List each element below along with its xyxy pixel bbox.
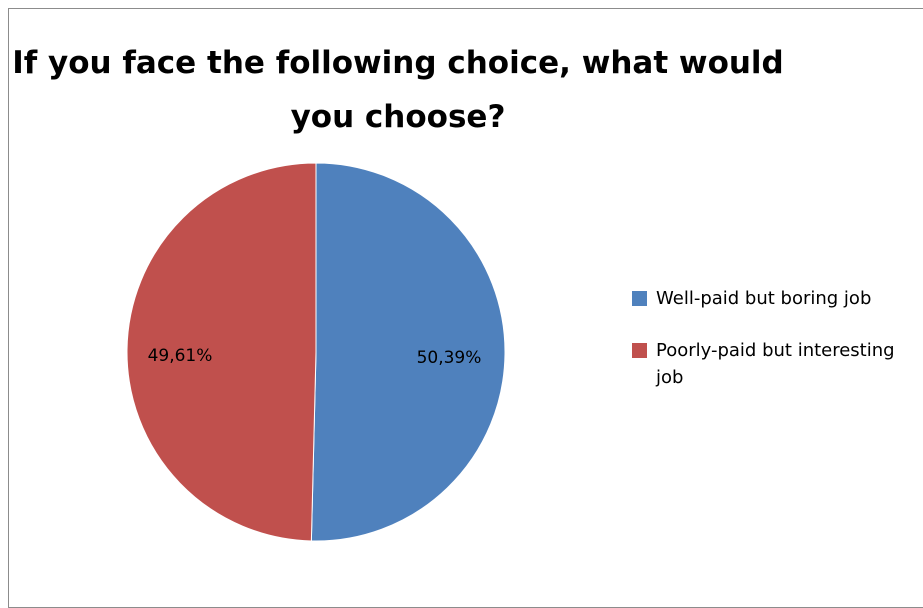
legend-item-well-paid: Well-paid but boring job	[632, 285, 922, 312]
legend: Well-paid but boring job Poorly-paid but…	[632, 285, 922, 391]
pie-slice-poorly-paid	[126, 162, 317, 542]
legend-label-poorly-paid: Poorly-paid but interesting job	[656, 340, 895, 388]
legend-swatch-poorly-paid	[632, 343, 647, 358]
data-label-poorly-paid: 49,61%	[148, 346, 213, 366]
legend-item-poorly-paid: Poorly-paid but interesting job	[632, 337, 922, 391]
chart-title: If you face the following choice, what w…	[12, 45, 784, 135]
legend-label-well-paid: Well-paid but boring job	[656, 288, 872, 309]
data-label-well-paid: 50,39%	[417, 348, 482, 368]
pie-slice-well-paid	[310, 162, 506, 542]
legend-swatch-well-paid	[632, 291, 647, 306]
pie-chart: 50,39% 49,61%	[126, 162, 506, 542]
